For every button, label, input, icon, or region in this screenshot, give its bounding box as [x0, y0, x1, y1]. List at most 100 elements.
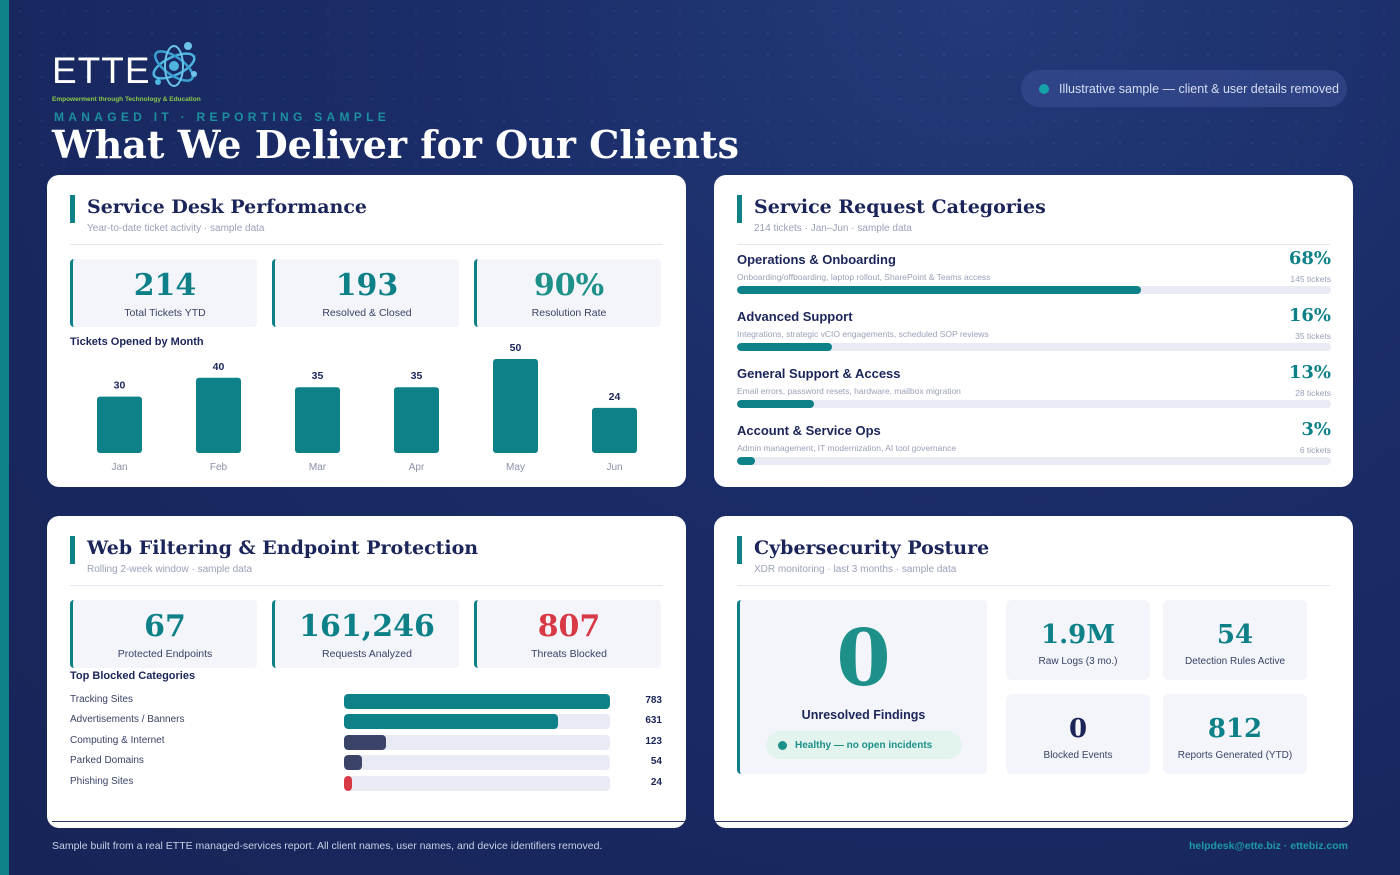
bar-value-label: 24 — [609, 391, 621, 403]
unresolved-findings-value: 0 — [836, 613, 891, 704]
tile-label: Blocked Events — [1043, 750, 1113, 761]
footer-contact-link[interactable]: helpdesk@ette.biz · ettebiz.com — [1188, 840, 1348, 852]
category-item: General Support & Access Email errors, p… — [737, 362, 1331, 416]
blocked-bar-track — [344, 735, 610, 750]
card-subtitle: XDR monitoring · last 3 months · sample … — [754, 564, 957, 575]
category-item: Advanced Support Integrations, strategic… — [737, 305, 1331, 359]
tile-value: 0 — [1068, 714, 1088, 744]
blocked-bar-fill — [344, 735, 386, 750]
bar-value-label: 35 — [312, 370, 324, 382]
divider — [737, 585, 1330, 586]
card-title: Service Request Categories — [754, 196, 1046, 218]
blocked-bar-fill — [344, 714, 559, 729]
card-subtitle: Rolling 2-week window · sample data — [87, 564, 253, 575]
stat-value: 193 — [335, 268, 399, 303]
bar-apr — [394, 387, 439, 453]
logo-tagline: Empowerment through Technology & Educati… — [52, 96, 201, 103]
blocked-category-row: Advertisements / Banners 631 — [70, 713, 664, 729]
blocked-bar-fill — [344, 694, 610, 709]
x-tick-label: Apr — [409, 462, 425, 473]
blocked-category-row: Computing & Internet 123 — [70, 734, 664, 750]
stat-protected-endpoints: 67 Protected Endpoints — [70, 600, 257, 668]
bar-jan — [97, 396, 142, 453]
stat-resolved: 193 Resolved & Closed — [272, 259, 459, 327]
stat-value: 807 — [537, 609, 601, 644]
category-progress-track — [737, 286, 1331, 294]
blocked-count: 123 — [645, 736, 662, 747]
request-categories-card: Service Request Categories 214 tickets ·… — [714, 175, 1353, 487]
card-header: Service Desk Performance — [70, 195, 367, 223]
category-name: Advanced Support — [737, 309, 853, 324]
footer-note: Sample built from a real ETTE managed-se… — [52, 840, 603, 852]
footer-divider — [52, 821, 1348, 822]
stat-value: 161,246 — [299, 609, 435, 644]
x-tick-label: Mar — [309, 462, 327, 473]
blocked-category-row: Phishing Sites 24 — [70, 775, 664, 791]
tile-label: Raw Logs (3 mo.) — [1038, 656, 1118, 667]
category-name: Operations & Onboarding — [737, 252, 896, 267]
category-item: Account & Service Ops Admin management, … — [737, 419, 1331, 473]
sample-notice-text: Illustrative sample — client & user deta… — [1059, 81, 1339, 96]
tile-label: Reports Generated (YTD) — [1177, 750, 1293, 761]
x-tick-label: Jan — [111, 462, 127, 473]
category-percent: 68% — [1288, 248, 1331, 269]
category-description: Integrations, strategic vCIO engagements… — [737, 329, 989, 339]
bar-value-label: 35 — [411, 370, 423, 382]
card-header: Web Filtering & Endpoint Protection — [70, 536, 478, 564]
healthy-dot-icon — [778, 740, 787, 750]
atom-icon — [152, 42, 197, 87]
stat-resolution-rate: 90% Resolution Rate — [474, 259, 661, 327]
unresolved-findings-label: Unresolved Findings — [801, 708, 926, 722]
healthy-status-badge: Healthy — no open incidents — [766, 731, 962, 759]
chart-title: Tickets Opened by Month — [70, 336, 204, 348]
blocked-category-name: Parked Domains — [70, 755, 144, 766]
stat-label: Resolution Rate — [531, 307, 607, 319]
card-subtitle: 214 tickets · Jan–Jun · sample data — [754, 223, 912, 234]
stat-value: 214 — [133, 268, 197, 303]
bar-mar — [295, 387, 340, 453]
blocked-bar-fill — [344, 776, 353, 791]
category-count: 145 tickets — [1290, 274, 1331, 284]
service-desk-card: Service Desk Performance Year-to-date ti… — [47, 175, 686, 487]
card-subtitle: Year-to-date ticket activity · sample da… — [87, 223, 265, 234]
side-accent-bar — [0, 0, 9, 875]
blocked-bar-track — [344, 776, 610, 791]
blocked-category-name: Tracking Sites — [70, 694, 133, 705]
blocked-category-row: Parked Domains 54 — [70, 754, 664, 770]
category-name: General Support & Access — [737, 366, 901, 381]
stat-label: Requests Analyzed — [322, 648, 412, 660]
category-item: Operations & Onboarding Onboarding/offbo… — [737, 248, 1331, 302]
card-header: Cybersecurity Posture — [737, 536, 989, 564]
blocked-count: 54 — [650, 756, 662, 767]
blocked-category-name: Phishing Sites — [70, 776, 134, 787]
stat-label: Threats Blocked — [531, 648, 607, 660]
category-count: 28 tickets — [1295, 388, 1331, 398]
eyebrow-label: MANAGED IT · REPORTING SAMPLE — [54, 110, 391, 124]
x-tick-label: May — [506, 462, 525, 473]
card-title: Cybersecurity Posture — [754, 537, 990, 559]
blocked-category-name: Computing & Internet — [70, 735, 165, 746]
sample-notice-pill: Illustrative sample — client & user deta… — [1021, 70, 1347, 107]
tile-raw-logs: 1.9M Raw Logs (3 mo.) — [1006, 600, 1150, 680]
card-title: Service Desk Performance — [87, 196, 368, 218]
category-description: Onboarding/offboarding, laptop rollout, … — [737, 272, 991, 282]
stat-label: Resolved & Closed — [322, 307, 412, 319]
stat-label: Protected Endpoints — [117, 648, 213, 660]
category-description: Email errors, password resets, hardware,… — [737, 386, 961, 396]
blocked-category-row: Tracking Sites 783 — [70, 693, 664, 709]
category-progress-fill — [737, 457, 755, 465]
stat-threats-blocked: 807 Threats Blocked — [474, 600, 661, 668]
category-description: Admin management, IT modernization, AI t… — [737, 443, 957, 453]
blocked-count: 631 — [645, 715, 662, 726]
category-progress-fill — [737, 400, 815, 408]
bar-value-label: 50 — [510, 343, 522, 354]
stat-requests-analyzed: 161,246 Requests Analyzed — [272, 600, 459, 668]
ette-logo: ETTE Empowerment through Technology & Ed… — [52, 38, 212, 106]
blocked-categories-title: Top Blocked Categories — [70, 670, 196, 682]
category-count: 6 tickets — [1299, 445, 1331, 455]
card-header: Service Request Categories — [737, 195, 1046, 223]
stat-value: 67 — [144, 609, 186, 644]
tile-value: 54 — [1216, 620, 1254, 650]
tickets-by-month-chart: 30 Jan 40 Feb 35 Mar 35 Apr 50 May 24 Jun — [97, 343, 637, 473]
page-title: What We Deliver for Our Clients — [52, 122, 739, 167]
